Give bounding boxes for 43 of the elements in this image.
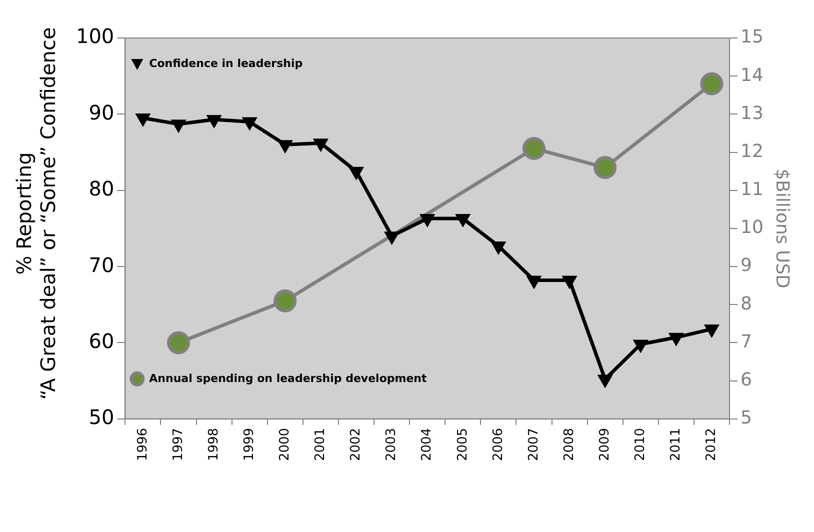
legend-label: Annual spending on leadership development	[149, 372, 427, 385]
y-tick-label: 70	[88, 252, 114, 277]
y2-tick-label: 14	[740, 64, 764, 86]
y-tick-label: 100	[76, 24, 114, 48]
y2-tick-label: 9	[740, 255, 752, 276]
y-tick-label: 80	[88, 176, 114, 201]
x-tick-label: 2003	[384, 428, 400, 462]
x-tick-label: 2011	[668, 428, 684, 462]
x-tick-label: 1997	[170, 428, 186, 462]
y-axis-title: % Reporting “A Great deal” or “Some” Confidence	[12, 27, 60, 400]
point	[700, 72, 724, 96]
x-tick-label: 2000	[278, 428, 293, 462]
y-tick-label: 50	[88, 405, 114, 430]
y2-tick-label: 11	[740, 179, 764, 200]
y-tick-label: 60	[88, 328, 114, 353]
x-tick-label: 2005	[455, 428, 470, 462]
point	[594, 156, 617, 180]
x-tick-label: 2010	[633, 428, 648, 462]
x-tick-label: 1996	[135, 428, 150, 462]
x-tick-label: 2007	[526, 428, 542, 462]
y2-tick-label: 12	[740, 140, 764, 162]
x-tick-label: 2001	[313, 428, 328, 462]
y2-tick-label: 13	[740, 102, 764, 124]
y2-axis-title: $Billions USD	[772, 168, 793, 288]
point	[274, 289, 297, 312]
x-tick-label: 2008	[562, 428, 577, 462]
y2-tick-label: 6	[740, 369, 752, 390]
y2-tick-label: 7	[740, 331, 752, 352]
x-tick-label: 1999	[242, 428, 257, 462]
y-tick-label: 90	[88, 100, 114, 124]
y2-tick-label: 8	[740, 293, 752, 314]
x-tick-label: 2012	[704, 428, 720, 462]
x-tick-label: 2009	[597, 428, 612, 462]
point	[522, 136, 546, 160]
y2-tick-label: 15	[740, 26, 764, 48]
y2-tick-label: 5	[740, 408, 752, 429]
x-tick-label: 2004	[420, 428, 435, 462]
point	[166, 331, 190, 354]
x-tick-label: 2002	[348, 428, 364, 462]
y2-tick-label: 10	[740, 217, 764, 238]
legend-label: Confidence in leadership	[149, 56, 303, 70]
x-tick-label: 1998	[206, 428, 222, 462]
x-tick-label: 2006	[490, 428, 506, 462]
